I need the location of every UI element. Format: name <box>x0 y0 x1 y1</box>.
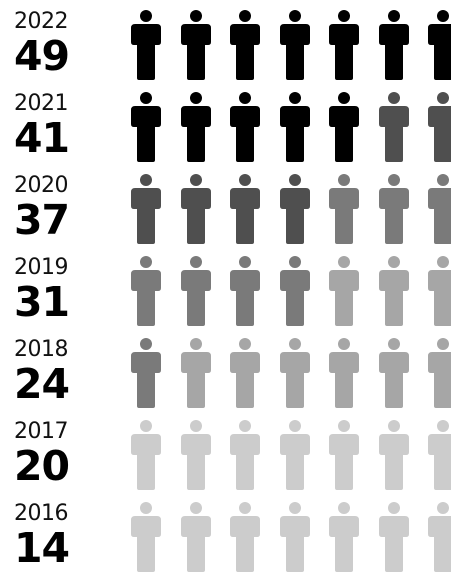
person-icon <box>180 174 211 248</box>
person-icon <box>329 256 359 330</box>
person-icon <box>180 10 211 84</box>
year-label: 2022 <box>14 9 69 34</box>
value-label: 49 <box>14 32 70 80</box>
person-icon <box>378 174 409 248</box>
person-icon <box>428 10 451 84</box>
person-icon <box>230 174 260 248</box>
year-label: 2021 <box>14 91 69 116</box>
person-icon <box>428 174 451 248</box>
person-icon <box>230 420 260 494</box>
person-icon <box>279 92 310 166</box>
person-icon <box>378 502 409 576</box>
person-icon <box>279 256 310 330</box>
year-label: 2016 <box>14 501 69 526</box>
person-icon <box>428 338 451 412</box>
value-label: 20 <box>14 442 70 490</box>
figure-row <box>0 502 451 584</box>
person-icon <box>131 92 161 166</box>
figure-row <box>0 10 451 92</box>
person-icon <box>428 92 451 166</box>
value-label: 31 <box>14 278 70 326</box>
chart-row: 2019 31 <box>0 256 451 338</box>
person-icon <box>131 256 161 330</box>
person-icon <box>329 502 359 576</box>
figure-row <box>0 92 451 174</box>
person-icon <box>428 256 451 330</box>
value-label: 24 <box>14 360 70 408</box>
person-icon <box>378 420 409 494</box>
chart-row: 2021 41 <box>0 92 451 174</box>
chart-row: 2022 49 <box>0 10 451 92</box>
person-icon <box>378 92 409 166</box>
figure-row <box>0 338 451 420</box>
person-icon <box>329 338 359 412</box>
figure-row <box>0 256 451 338</box>
person-icon <box>329 174 359 248</box>
person-icon <box>428 420 451 494</box>
person-icon <box>279 502 310 576</box>
person-icon <box>230 502 260 576</box>
year-label: 2017 <box>14 419 69 444</box>
person-icon <box>279 420 310 494</box>
person-icon <box>329 92 359 166</box>
person-icon <box>378 10 409 84</box>
person-icon <box>180 420 211 494</box>
person-icon <box>279 338 310 412</box>
person-icon <box>378 338 409 412</box>
person-icon <box>230 338 260 412</box>
person-icon <box>180 502 211 576</box>
person-icon <box>180 338 211 412</box>
value-label: 37 <box>14 196 70 244</box>
person-icon <box>131 420 161 494</box>
person-icon <box>329 420 359 494</box>
chart-row: 2016 14 <box>0 502 451 584</box>
year-label: 2019 <box>14 255 69 280</box>
person-icon <box>329 10 359 84</box>
figure-row <box>0 174 451 256</box>
person-icon <box>279 10 310 84</box>
person-icon <box>180 256 211 330</box>
person-icon <box>279 174 310 248</box>
value-label: 14 <box>14 524 70 572</box>
chart-row: 2017 20 <box>0 420 451 502</box>
chart-row: 2020 37 <box>0 174 451 256</box>
person-icon <box>230 10 260 84</box>
year-label: 2018 <box>14 337 69 362</box>
person-icon <box>428 502 451 576</box>
figure-row <box>0 420 451 502</box>
person-icon <box>378 256 409 330</box>
person-icon <box>230 92 260 166</box>
chart-row: 2018 24 <box>0 338 451 420</box>
person-icon <box>131 338 161 412</box>
year-label: 2020 <box>14 173 69 198</box>
person-icon <box>180 92 211 166</box>
person-icon <box>230 256 260 330</box>
person-icon <box>131 10 161 84</box>
value-label: 41 <box>14 114 70 162</box>
person-icon <box>131 502 161 576</box>
person-icon <box>131 174 161 248</box>
